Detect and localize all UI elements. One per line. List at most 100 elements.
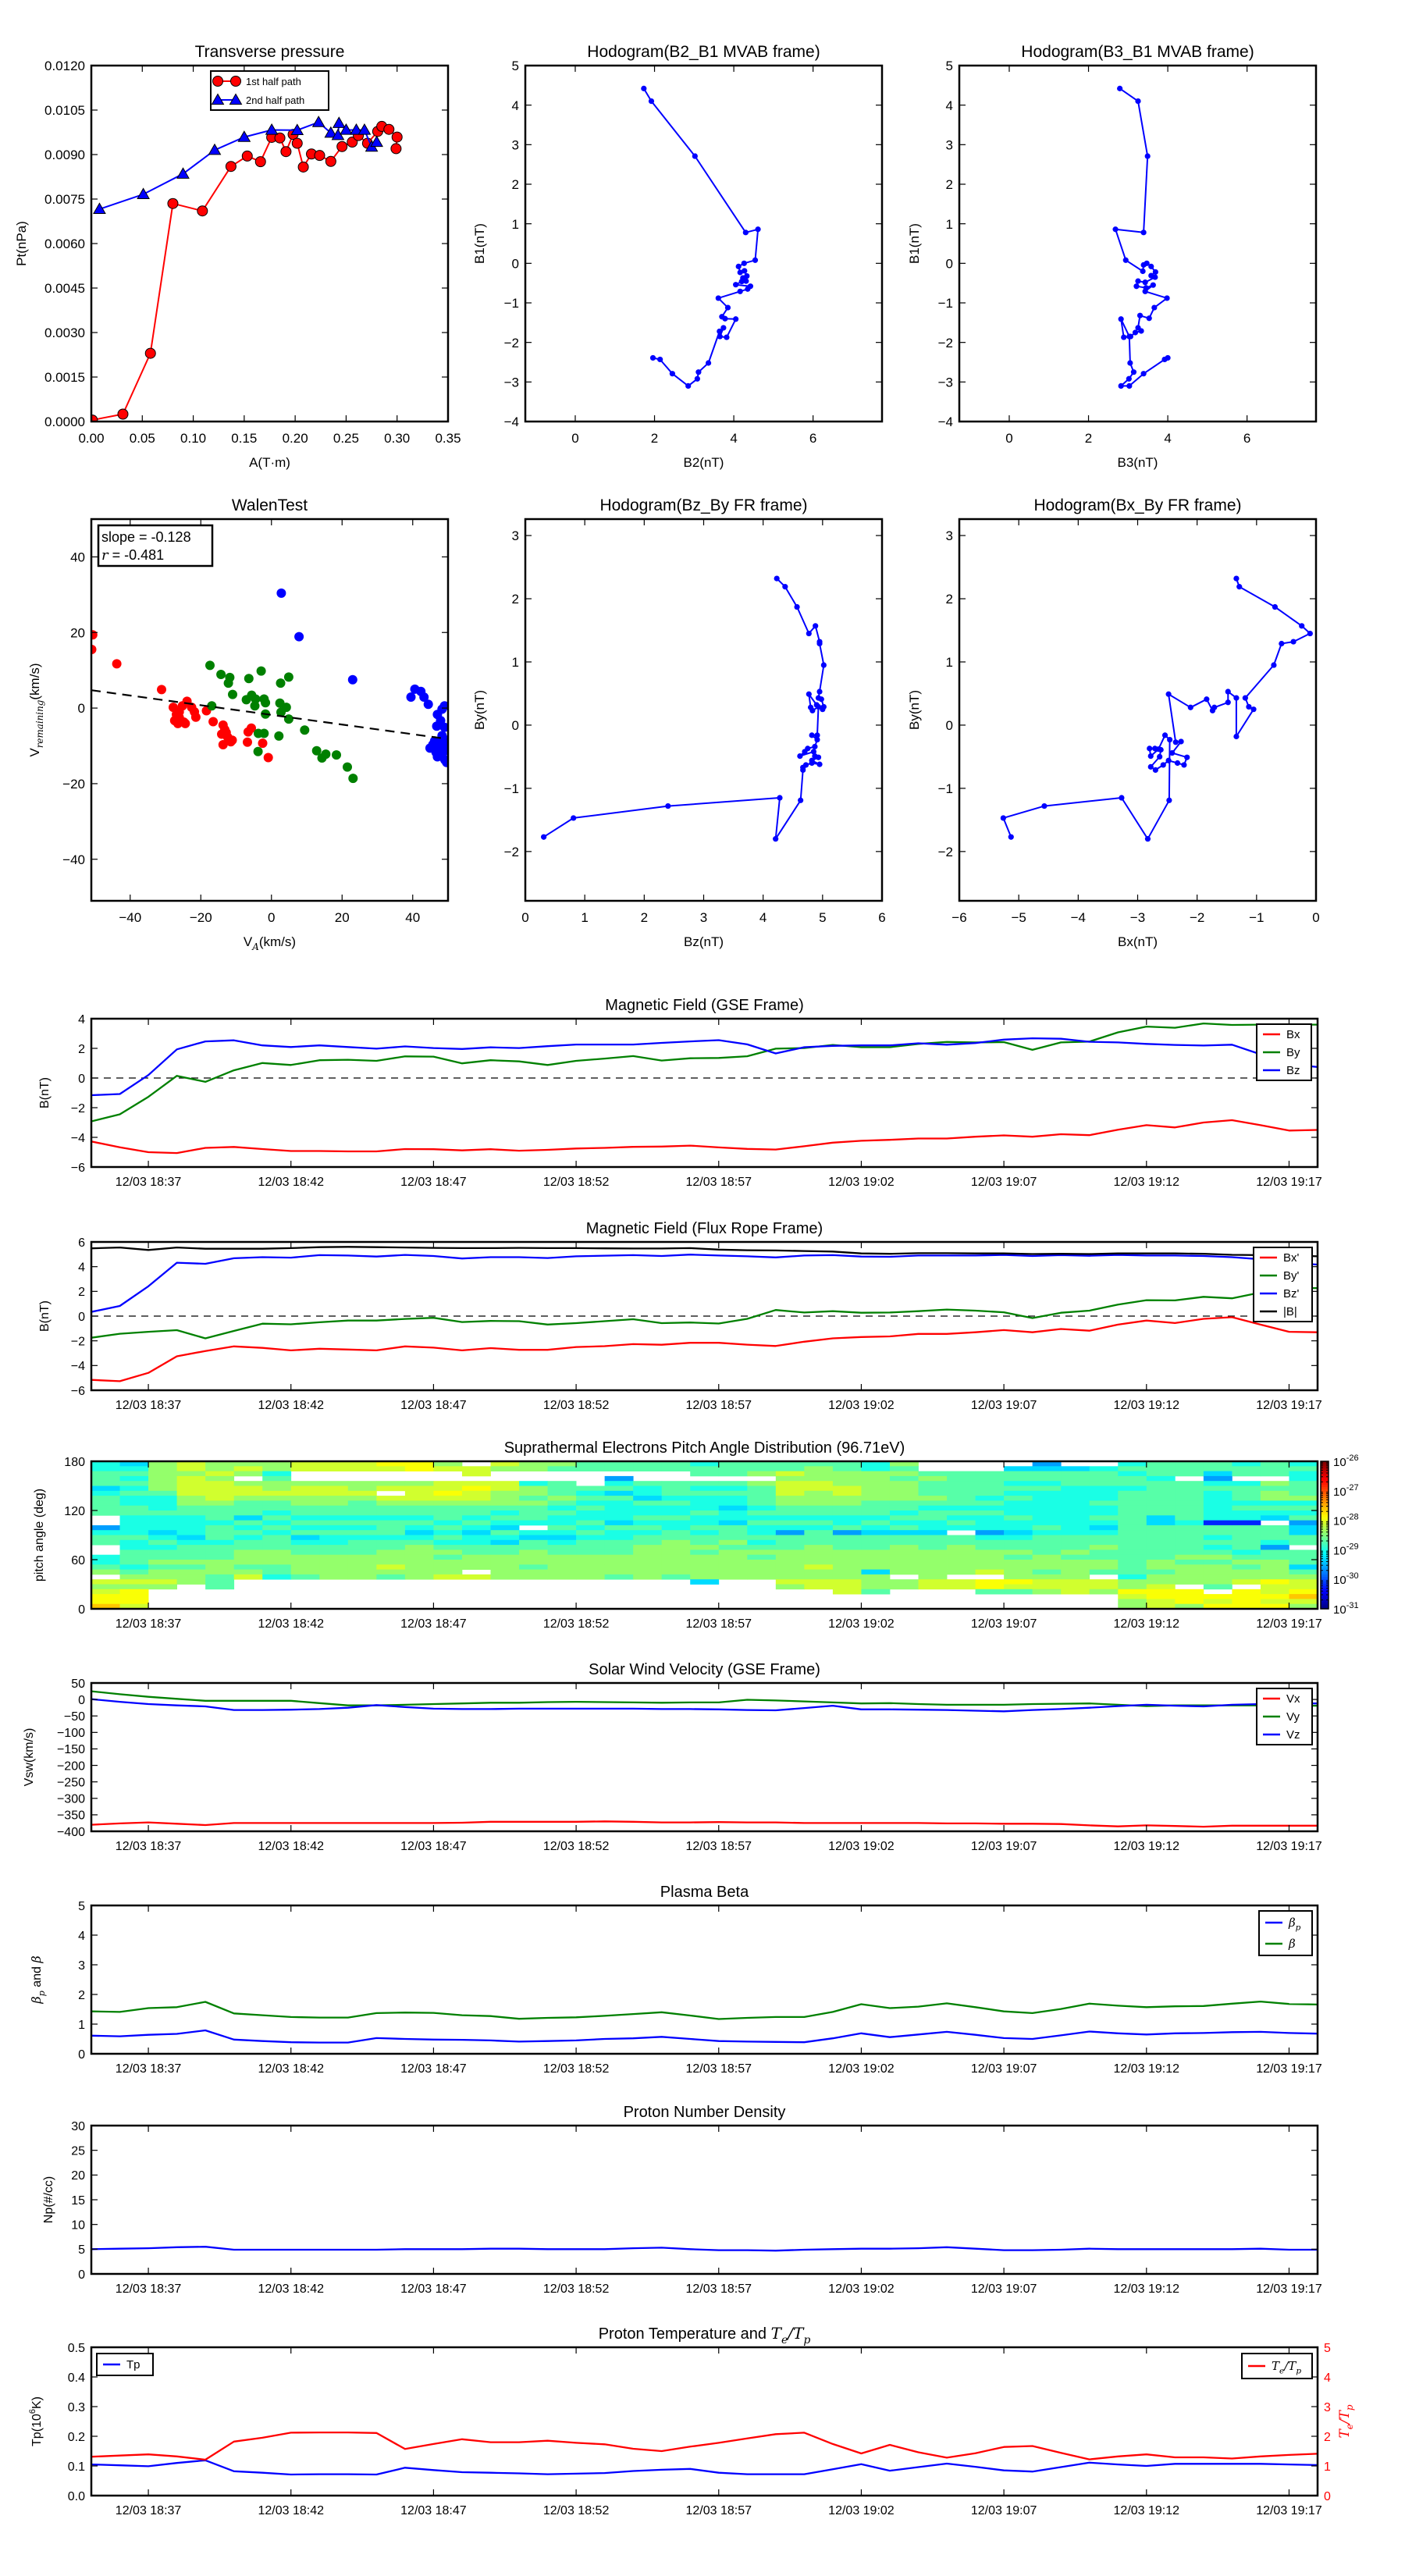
x-axis-label-part: V — [244, 934, 253, 949]
heatmap-cell — [633, 1545, 663, 1550]
colorbar-segment — [1321, 1523, 1329, 1527]
heatmap-cell — [490, 1510, 520, 1516]
heatmap-cell — [690, 1525, 720, 1531]
data-point-dot — [1117, 85, 1123, 91]
heatmap-cell — [975, 1564, 1005, 1570]
y-tick-label: 6 — [78, 1236, 85, 1250]
heatmap-cell — [633, 1515, 663, 1521]
heatmap-cell — [119, 1539, 149, 1546]
heatmap-cell — [1032, 1584, 1062, 1590]
y-tick-label: 4 — [946, 98, 953, 113]
x-tick-label: 12/03 18:57 — [686, 2062, 752, 2076]
data-point-dot — [809, 760, 815, 767]
heatmap-cell — [433, 1481, 463, 1486]
heatmap-cell — [547, 1574, 577, 1580]
heatmap-cell — [832, 1579, 862, 1585]
chart-panel: Hodogram(B3_B1 MVAB frame)B1(nT)B3(nT)0 2… — [907, 43, 1318, 470]
heatmap-cell — [1232, 1510, 1261, 1516]
y-tick-label: −4 — [71, 1132, 85, 1145]
heatmap-cell — [804, 1505, 834, 1511]
heatmap-cell — [1289, 1520, 1318, 1526]
heatmap-cell — [661, 1550, 691, 1556]
x-tick-label: 12/03 18:52 — [543, 1840, 610, 1853]
data-point-dot — [1147, 745, 1153, 752]
heatmap-cell — [718, 1564, 748, 1570]
heatmap-cell — [404, 1564, 434, 1570]
heatmap-cell — [1232, 1569, 1261, 1575]
plot-frame — [958, 64, 1318, 423]
heatmap-cell — [633, 1496, 663, 1501]
heatmap-cell — [1061, 1471, 1090, 1477]
heatmap-cell — [176, 1466, 206, 1471]
x-tick-label: 12/03 19:12 — [1114, 2062, 1180, 2076]
heatmap-cell — [775, 1530, 805, 1535]
heatmap-cell — [1175, 1490, 1204, 1496]
colorbar-segment — [1321, 1564, 1329, 1568]
colorbar-segment — [1321, 1556, 1329, 1559]
heatmap-cell — [832, 1545, 862, 1550]
heatmap-cell — [747, 1500, 777, 1507]
scatter-point — [218, 740, 228, 749]
x-tick-label: 12/03 18:42 — [258, 1399, 324, 1412]
heatmap-cell — [205, 1530, 235, 1535]
chart-panel: Proton Temperature and Te/TpTp(106K)12/0… — [28, 2324, 1355, 2517]
data-point-dot — [809, 732, 815, 738]
heatmap-cell — [775, 1466, 805, 1471]
colorbar-segment — [1321, 1597, 1329, 1600]
colorbar-tick-label: 10-27 — [1333, 1483, 1359, 1499]
heatmap-cell — [1061, 1500, 1090, 1507]
right-y-axis-label-part: T — [1337, 2409, 1353, 2419]
colorbar-segment — [1321, 1546, 1329, 1550]
heatmap-cell — [119, 1485, 149, 1492]
plot-frame — [90, 1240, 1319, 1392]
heatmap-cell — [747, 1574, 777, 1580]
x-tick-label: 6 — [878, 910, 885, 925]
legend-item: Tp — [103, 2358, 140, 2371]
right-y-tick-label: 3 — [1324, 2401, 1331, 2414]
heatmap-cell — [804, 1539, 834, 1546]
heatmap-cell — [91, 1505, 120, 1511]
heatmap-cell — [804, 1574, 834, 1580]
scatter-point — [440, 745, 448, 756]
plot-area — [541, 575, 827, 842]
heatmap-cell — [233, 1539, 263, 1546]
heatmap-cell — [1260, 1461, 1289, 1467]
data-point-triangle — [93, 202, 106, 215]
data-point-triangle — [340, 123, 353, 135]
colorbar-tick-exponent: -28 — [1346, 1513, 1359, 1522]
colorbar-segment — [1321, 1482, 1329, 1485]
heatmap-cell — [1089, 1475, 1119, 1482]
heatmap-cell — [148, 1490, 177, 1496]
colorbar-tick-exponent: -26 — [1346, 1453, 1359, 1463]
data-point-dot — [814, 732, 820, 738]
heatmap-cell — [947, 1481, 976, 1486]
right-y-axis-label-part: / — [1337, 2418, 1353, 2425]
heatmap-cell — [119, 1564, 149, 1570]
data-point-dot — [820, 706, 826, 713]
heatmap-cell — [1203, 1603, 1232, 1609]
heatmap-cell — [832, 1554, 862, 1560]
heatmap-cell — [519, 1461, 548, 1467]
heatmap-cell — [433, 1545, 463, 1550]
scatter-point — [439, 734, 448, 744]
heatmap-cell — [604, 1485, 634, 1492]
heatmap-cell — [233, 1560, 263, 1565]
scatter-point — [406, 692, 416, 702]
heatmap-cell — [461, 1545, 491, 1550]
heatmap-cell — [91, 1466, 120, 1471]
data-point-dot — [1299, 623, 1305, 629]
plot-frame — [90, 2124, 1319, 2275]
colorbar-segment — [1321, 1477, 1329, 1481]
heatmap-cell — [775, 1579, 805, 1585]
scatter-point — [226, 737, 236, 747]
heatmap-cell — [1089, 1505, 1119, 1511]
heatmap-cell — [1289, 1569, 1318, 1575]
heatmap-cell — [1203, 1510, 1232, 1516]
heatmap-cell — [233, 1564, 263, 1570]
data-point-dot — [695, 369, 702, 375]
heatmap-cell — [1118, 1564, 1147, 1570]
heatmap-cell — [861, 1496, 891, 1501]
heatmap-cell — [947, 1584, 976, 1590]
heatmap-cell — [1004, 1496, 1033, 1501]
x-axis-label: B3(nT) — [1118, 455, 1158, 470]
